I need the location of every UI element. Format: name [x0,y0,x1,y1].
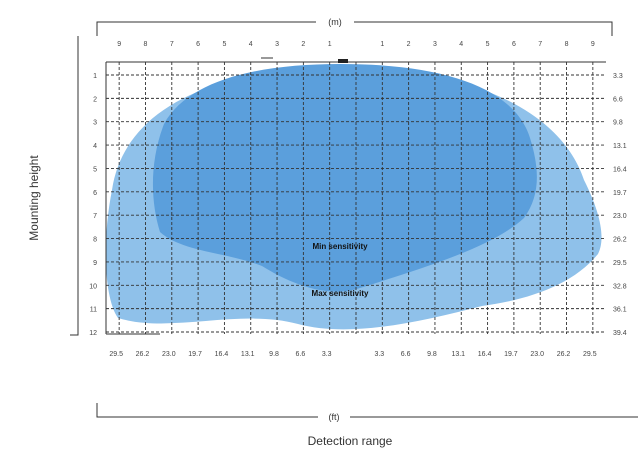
left-tick-label: 1 [93,73,97,80]
dashed-grid [106,62,606,334]
bottom-tick-labels: 29.5 26.2 23.0 19.7 16.4 13.1 9.8 6.6 3.3 3.3 6.6 9… [109,351,596,358]
top-tick-label: 4 [459,41,463,48]
bottom-tick-label: 3.3 [374,351,384,358]
unit-brackets [70,21,638,418]
right-tick-label: 9.8 [613,120,623,127]
bottom-tick-label: 19.7 [188,351,202,358]
min-sensitivity-zone [152,64,537,292]
top-tick-labels: 9 8 7 6 5 4 3 2 1 1 2 3 4 5 6 7 8 9 [117,41,595,48]
right-tick-label: 3.3 [613,73,623,80]
sensor-marker [338,59,348,63]
right-tick-label: 26.2 [613,237,627,244]
left-tick-label: 2 [93,96,97,103]
x-axis-title: Detection range [308,434,393,448]
top-tick-label: 1 [380,41,384,48]
bottom-tick-label: 29.5 [109,351,123,358]
bottom-tick-label: 3.3 [322,351,332,358]
top-tick-label: 9 [117,41,121,48]
bottom-tick-label: 16.4 [215,351,229,358]
right-tick-label: 13.1 [613,143,627,150]
bottom-tick-label: 13.1 [451,351,465,358]
top-tick-label: 8 [144,41,148,48]
y-axis-title: Mounting height [27,155,41,241]
top-tick-label: 1 [328,41,332,48]
top-tick-label: 8 [565,41,569,48]
right-tick-label: 16.4 [613,166,627,173]
top-unit-label: (m) [328,17,342,27]
top-tick-label: 5 [222,41,226,48]
top-tick-label: 7 [170,41,174,48]
bottom-tick-label: 16.4 [478,351,492,358]
bottom-tick-label: 9.8 [269,351,279,358]
right-tick-label: 23.0 [613,213,627,220]
left-tick-label: 7 [93,213,97,220]
left-tick-label: 10 [89,283,97,290]
left-tick-label: 3 [93,120,97,127]
bottom-tick-label: 9.8 [427,351,437,358]
right-tick-labels: 3.3 6.6 9.8 13.1 16.4 19.7 23.0 26.2 29.5 32.8 36.… [613,73,627,337]
top-tick-label: 2 [301,41,305,48]
plot-frame [105,61,606,335]
bottom-tick-label: 26.2 [557,351,571,358]
left-tick-label: 8 [93,237,97,244]
left-tick-label: 9 [93,260,97,267]
bottom-tick-label: 23.0 [530,351,544,358]
max-sensitivity-label: Max sensitivity [312,289,369,298]
top-tick-label: 4 [249,41,253,48]
bottom-unit-label: (ft) [329,412,340,422]
right-tick-label: 29.5 [613,260,627,267]
bottom-tick-label: 23.0 [162,351,176,358]
bottom-tick-label: 19.7 [504,351,518,358]
top-tick-label: 3 [275,41,279,48]
right-tick-label: 19.7 [613,190,627,197]
bottom-tick-label: 29.5 [583,351,597,358]
top-tick-label: 3 [433,41,437,48]
bottom-tick-label: 26.2 [136,351,150,358]
top-tick-label: 9 [591,41,595,48]
min-sensitivity-label: Min sensitivity [312,242,368,251]
right-tick-label: 39.4 [613,330,627,337]
left-tick-label: 11 [90,307,97,314]
right-tick-label: 32.8 [613,283,627,290]
right-tick-label: 6.6 [613,96,623,103]
top-tick-label: 7 [538,41,542,48]
bottom-tick-label: 6.6 [401,351,411,358]
left-tick-label: 6 [93,190,97,197]
left-tick-label: 4 [93,143,97,150]
bottom-tick-label: 13.1 [241,351,255,358]
bottom-tick-label: 6.6 [296,351,306,358]
top-tick-label: 6 [512,41,516,48]
top-tick-label: 2 [407,41,411,48]
top-tick-label: 5 [486,41,490,48]
left-tick-label: 12 [89,330,97,337]
right-tick-label: 36.1 [613,307,627,314]
top-tick-label: 6 [196,41,200,48]
left-tick-label: 5 [93,166,97,173]
